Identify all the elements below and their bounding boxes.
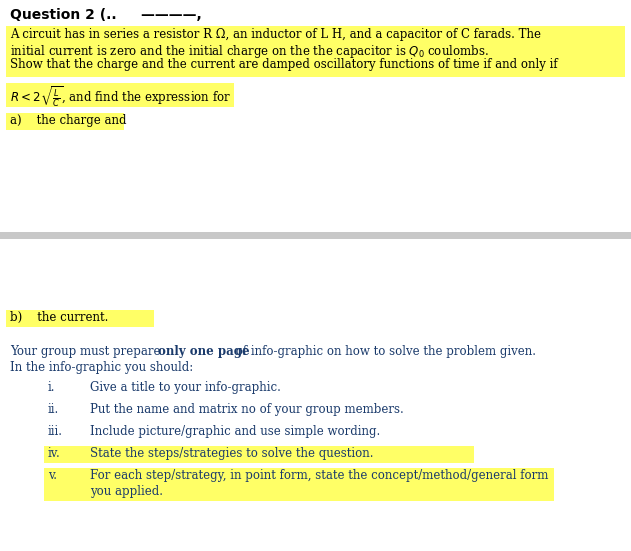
- Text: For each step/strategy, in point form, state the concept/method/general form: For each step/strategy, in point form, s…: [90, 469, 548, 482]
- Text: A circuit has in series a resistor R Ω, an inductor of L H, and a capacitor of C: A circuit has in series a resistor R Ω, …: [10, 28, 541, 41]
- Text: of info-graphic on how to solve the problem given.: of info-graphic on how to solve the prob…: [232, 345, 536, 358]
- FancyBboxPatch shape: [44, 468, 554, 501]
- Text: Give a title to your info-graphic.: Give a title to your info-graphic.: [90, 381, 281, 394]
- FancyBboxPatch shape: [6, 26, 625, 77]
- FancyBboxPatch shape: [6, 310, 154, 327]
- Text: In the info-graphic you should:: In the info-graphic you should:: [10, 361, 193, 374]
- Text: only one page: only one page: [158, 345, 250, 358]
- FancyBboxPatch shape: [6, 113, 124, 130]
- Text: initial current is zero and the initial charge on the the capacitor is $Q_0$ cou: initial current is zero and the initial …: [10, 43, 489, 60]
- Text: you applied.: you applied.: [90, 485, 163, 498]
- Text: i.: i.: [48, 381, 56, 394]
- Text: iv.: iv.: [48, 447, 61, 460]
- Text: b)    the current.: b) the current.: [10, 311, 109, 324]
- FancyBboxPatch shape: [6, 83, 234, 107]
- FancyBboxPatch shape: [0, 232, 631, 239]
- Text: v.: v.: [48, 469, 57, 482]
- Text: $R < 2\sqrt{\frac{L}{C}}$, and find the expression for: $R < 2\sqrt{\frac{L}{C}}$, and find the …: [10, 85, 231, 109]
- Text: Put the name and matrix no of your group members.: Put the name and matrix no of your group…: [90, 403, 404, 416]
- Text: iii.: iii.: [48, 425, 63, 438]
- FancyBboxPatch shape: [44, 446, 474, 463]
- Text: Show that the charge and the current are damped oscillatory functions of time if: Show that the charge and the current are…: [10, 58, 558, 71]
- Text: Your group must prepare: Your group must prepare: [10, 345, 164, 358]
- Text: a)    the charge and: a) the charge and: [10, 114, 126, 127]
- Text: Include picture/graphic and use simple wording.: Include picture/graphic and use simple w…: [90, 425, 380, 438]
- Text: ii.: ii.: [48, 403, 59, 416]
- Text: State the steps/strategies to solve the question.: State the steps/strategies to solve the …: [90, 447, 374, 460]
- Text: Question 2 (..     ————,: Question 2 (.. ————,: [10, 8, 202, 22]
